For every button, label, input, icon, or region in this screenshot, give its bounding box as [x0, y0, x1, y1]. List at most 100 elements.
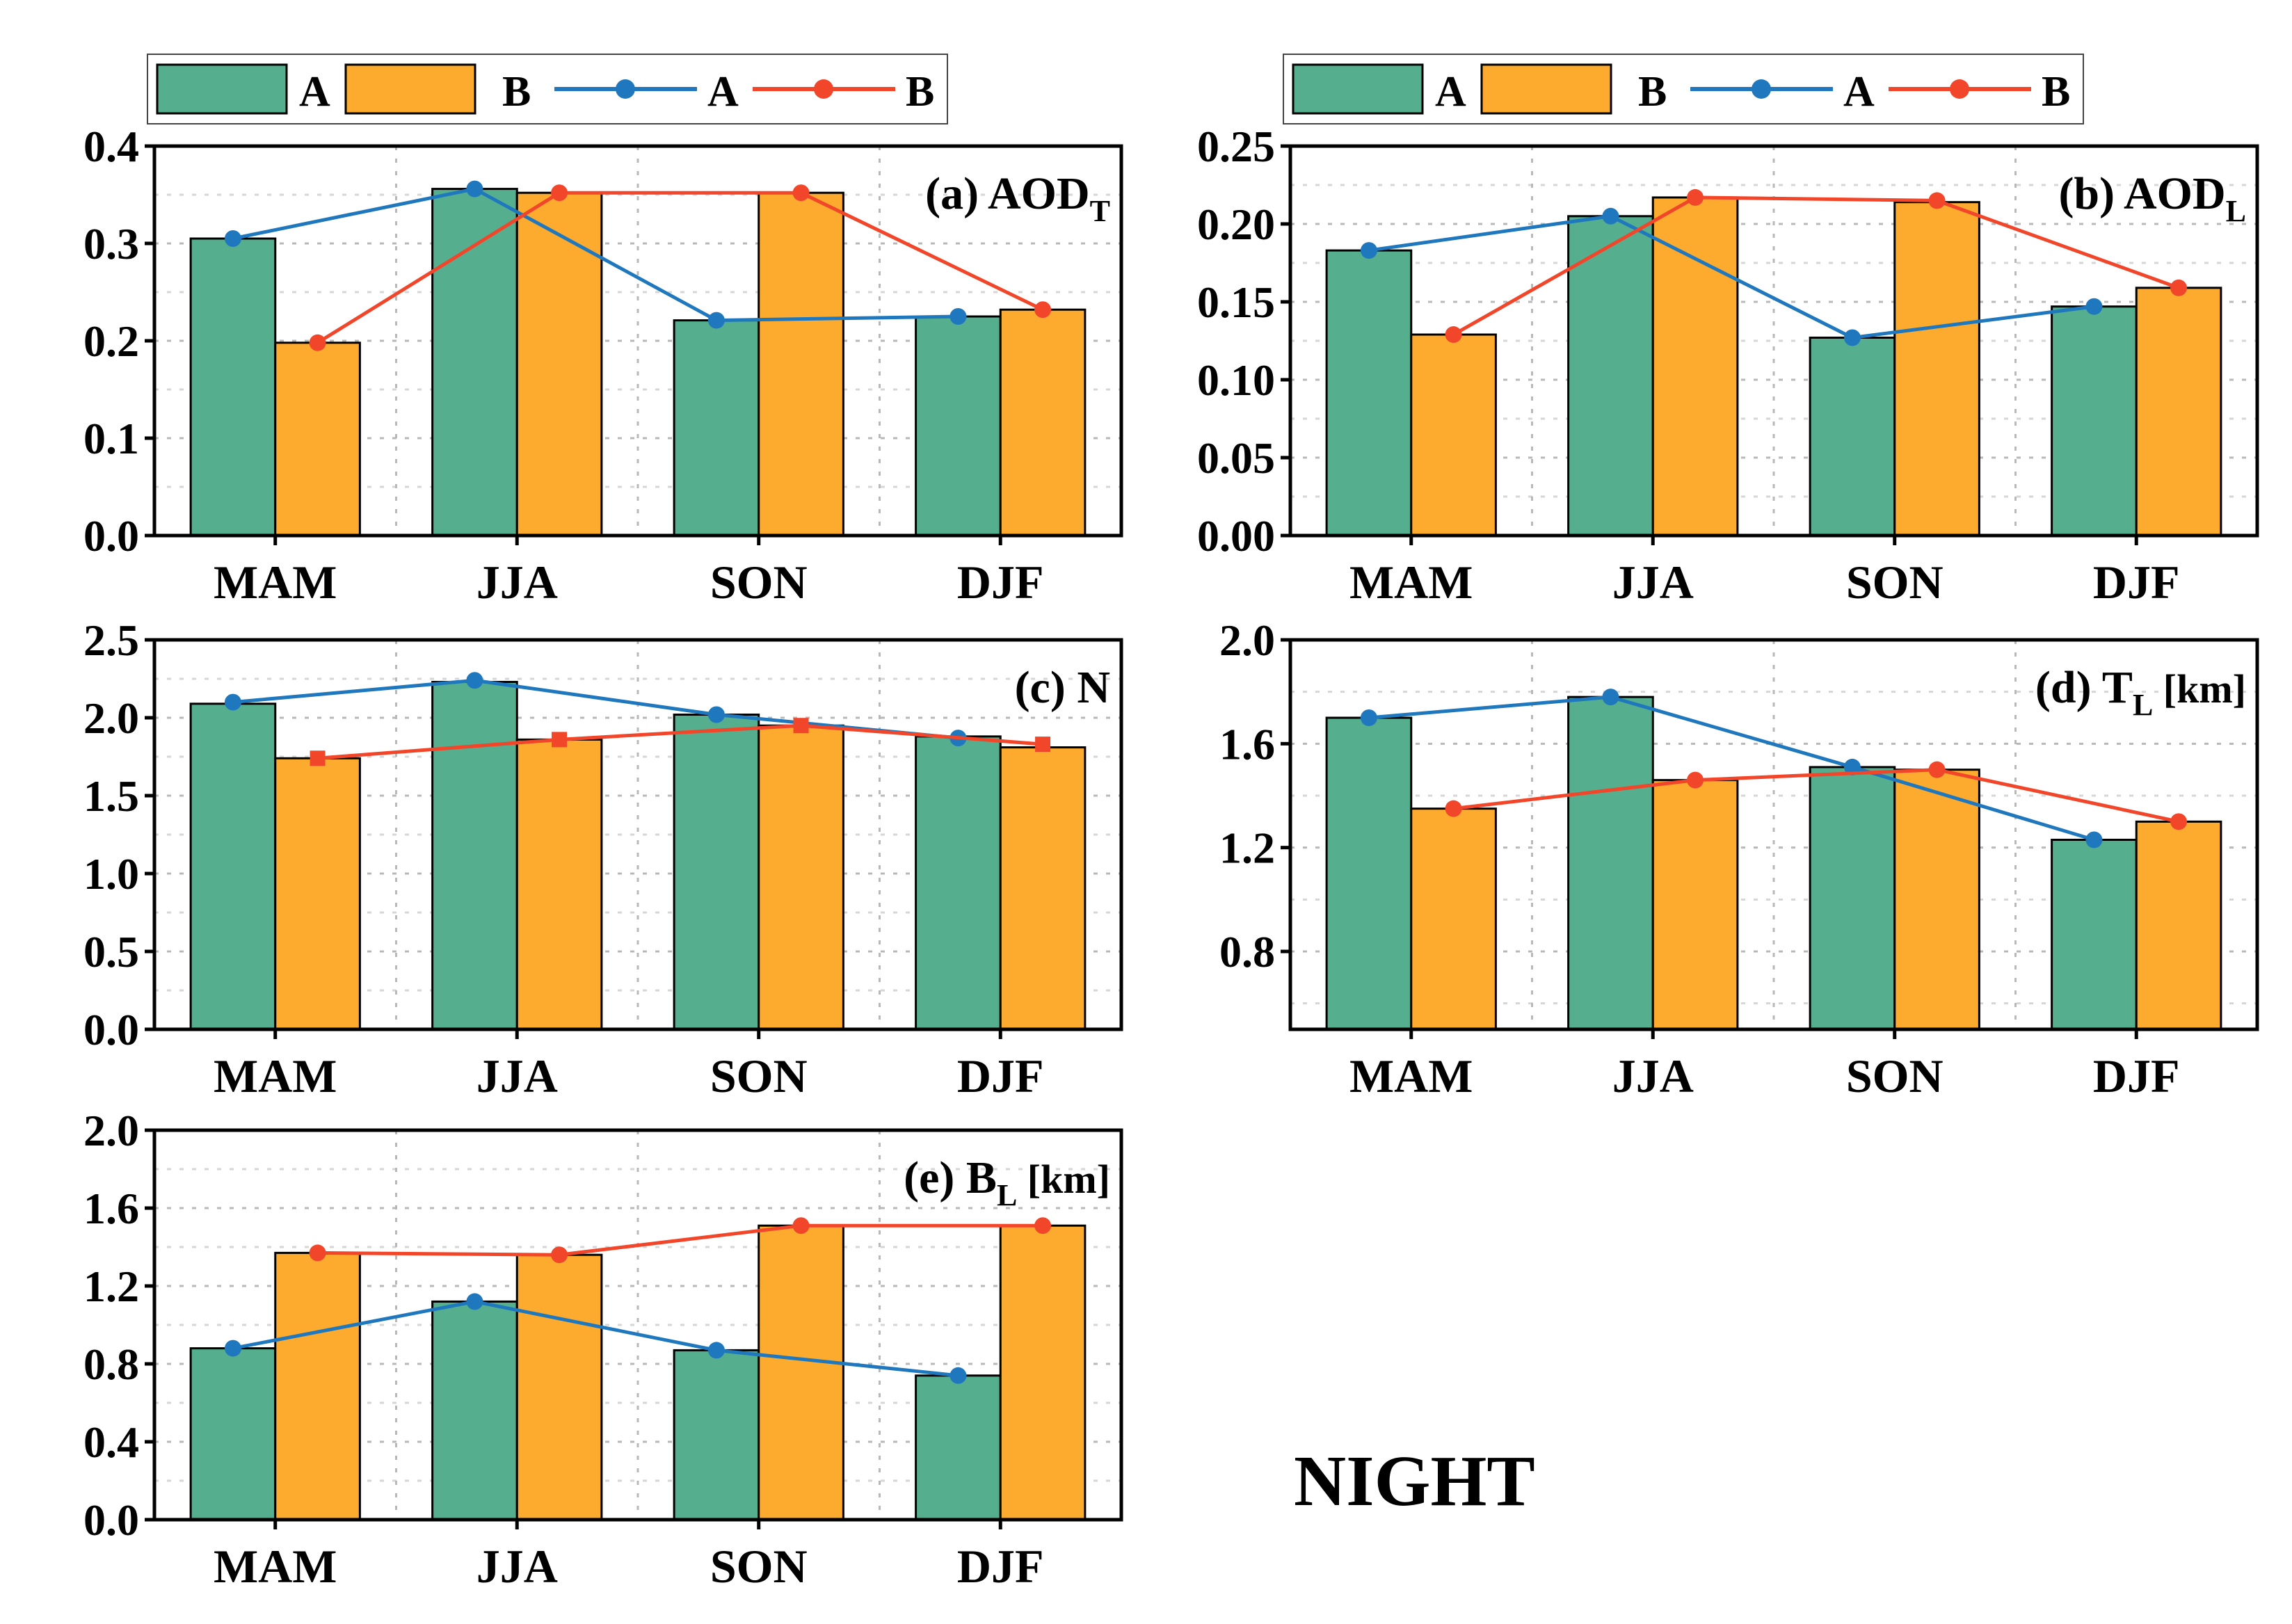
panel-title: (c) N — [1015, 662, 1110, 713]
grid — [154, 1130, 1121, 1520]
legend-label-line-a: A — [1843, 68, 1875, 115]
legend-label-bar-b: B — [1638, 68, 1667, 115]
series-line-b — [317, 723, 1043, 760]
marker-b-jja — [552, 732, 568, 748]
bar-b-djf — [999, 746, 1087, 1031]
series-line-a — [232, 186, 959, 323]
marker-a-jja — [466, 672, 483, 689]
x-tick-label: MAM — [214, 1540, 337, 1593]
marker-a-jja — [1602, 207, 1619, 225]
grid — [154, 146, 1121, 536]
bar-a-son — [673, 1349, 760, 1521]
marker-b-djf — [1034, 301, 1052, 319]
series-line-a — [1368, 695, 2095, 842]
y-tick-label: 0.4 — [83, 1417, 139, 1467]
bar-b-djf — [2135, 287, 2222, 537]
x-tick-label: DJF — [957, 556, 1044, 609]
marker-a-son — [707, 706, 725, 723]
marker-b-son — [792, 184, 810, 202]
marker-b-djf — [1035, 737, 1051, 753]
bar-b-son — [758, 724, 844, 1031]
legend-label-bar-a: A — [1435, 68, 1466, 115]
y-tick-label: 1.6 — [1219, 719, 1275, 769]
legend-marker-a — [1752, 79, 1771, 99]
y-tick-label: 1.2 — [1219, 823, 1275, 873]
bar-b-son — [1893, 201, 1980, 537]
legend-label-bar-a: A — [299, 68, 330, 115]
panel-title: (b) AODL — [2058, 168, 2246, 228]
marker-a-djf — [2085, 831, 2103, 849]
plot-frame — [1288, 638, 2259, 1031]
plot-frame — [152, 638, 1123, 1031]
marker-b-son — [793, 718, 809, 734]
legend-swatch-bar-a — [1292, 63, 1424, 115]
bar-a-jja — [431, 188, 518, 537]
bar-b-son — [758, 1224, 844, 1521]
x-tick-label: SON — [710, 556, 808, 609]
y-tick-label: 0.20 — [1197, 200, 1275, 249]
bar-a-son — [673, 714, 760, 1031]
legend-label-bar-b: B — [502, 68, 531, 115]
bar-b-djf — [999, 1224, 1087, 1521]
y-tick-label: 0.0 — [83, 1005, 139, 1054]
bar-a-mam — [189, 702, 277, 1031]
bar-a-djf — [915, 1374, 1002, 1521]
marker-a-mam — [224, 230, 241, 247]
bar-a-mam — [189, 1347, 277, 1521]
bar-a-mam — [1325, 249, 1413, 537]
series-line-a — [232, 1299, 959, 1378]
bar-a-jja — [1567, 215, 1654, 537]
y-tick-label: 0.25 — [1197, 122, 1275, 171]
panel-c: 0.0 0.5 1.0 1.5 2.0 2.5 MAM JJA SON DJF (c) N — [83, 616, 1123, 1102]
y-tick-label: 0.10 — [1197, 355, 1275, 405]
series-line-b — [1453, 768, 2179, 823]
x-tick-label: SON — [1846, 1050, 1944, 1102]
bar-b-son — [758, 191, 844, 537]
bar-b-djf — [2135, 820, 2222, 1031]
x-tick-label: SON — [1846, 556, 1944, 609]
marker-a-jja — [466, 1293, 483, 1310]
bar-a-djf — [915, 735, 1002, 1031]
panel-e: 0.0 0.4 0.8 1.2 1.6 2.0 MAM JJA SON DJF (e) BL [km… — [83, 1106, 1123, 1593]
x-tick-label: DJF — [2093, 556, 2180, 609]
y-tick-label: 0.3 — [83, 219, 139, 268]
panel-title: (a) AODT — [925, 168, 1110, 228]
bar-b-mam — [274, 1251, 361, 1521]
marker-b-mam — [309, 334, 326, 351]
y-tick-label: 0.8 — [83, 1340, 139, 1389]
x-tick-label: MAM — [1349, 556, 1473, 609]
panel-title: (d) TL [km] — [2035, 662, 2246, 722]
x-tick-label: SON — [710, 1050, 808, 1102]
legend-label-line-b: B — [906, 68, 934, 115]
x-tick-label: JJA — [1612, 556, 1694, 609]
bar-b-jja — [1651, 779, 1739, 1031]
marker-a-jja — [1602, 689, 1619, 706]
bar-b-son — [1893, 769, 1980, 1031]
bar-b-mam — [1410, 807, 1497, 1031]
marker-b-son — [1928, 192, 1946, 209]
marker-b-mam — [1445, 800, 1462, 817]
y-tick-label: 2.5 — [83, 616, 139, 665]
bar-a-mam — [189, 237, 277, 537]
y-tick-label: 1.5 — [83, 771, 139, 821]
marker-b-djf — [2170, 813, 2188, 830]
y-tick-label: 1.2 — [83, 1262, 139, 1311]
bar-a-jja — [431, 1300, 518, 1521]
y-tick-label: 0.1 — [83, 414, 139, 463]
legend-label-line-b: B — [2042, 68, 2070, 115]
plot-frame — [152, 1128, 1123, 1522]
y-tick-label: 0.8 — [1219, 927, 1275, 976]
marker-a-son — [1843, 329, 1861, 346]
series-line-a — [232, 678, 959, 740]
bar-a-son — [1809, 766, 1896, 1031]
marker-a-mam — [224, 1340, 241, 1357]
bar-b-mam — [1410, 333, 1497, 537]
marker-b-son — [1928, 761, 1946, 778]
figure-label: NIGHT — [1294, 1441, 1535, 1521]
series-line-b — [316, 191, 1044, 344]
bar-b-jja — [1651, 196, 1739, 537]
marker-b-djf — [1034, 1217, 1052, 1235]
marker-b-mam — [310, 750, 326, 766]
legend-swatch-bar-a — [156, 63, 288, 115]
